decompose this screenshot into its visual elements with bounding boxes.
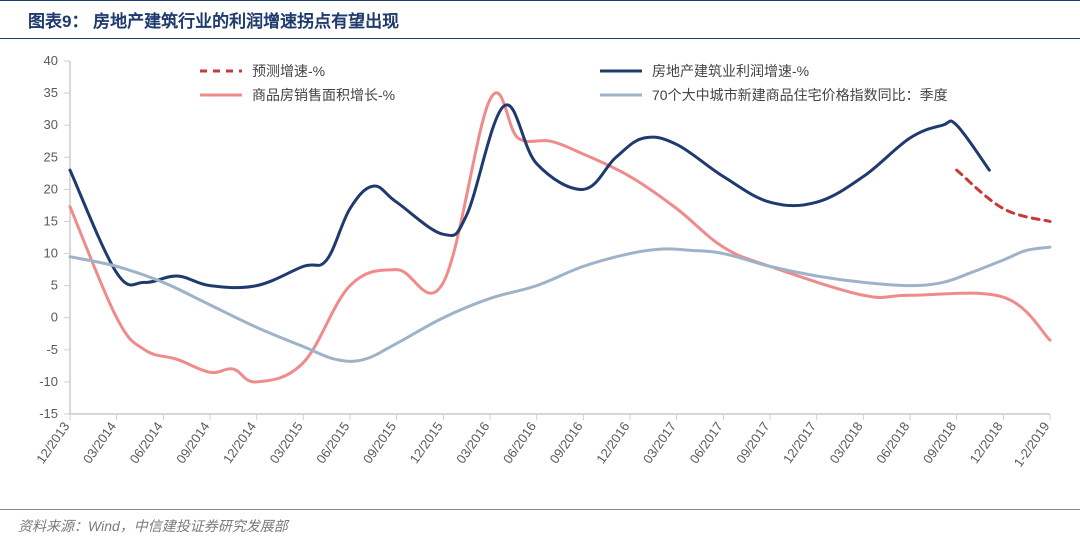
legend-label: 预测增速-%	[252, 63, 325, 79]
svg-text:-10: -10	[39, 374, 58, 389]
svg-text:25: 25	[44, 149, 58, 164]
svg-text:20: 20	[44, 181, 58, 196]
legend-label: 商品房销售面积增长-%	[252, 87, 395, 103]
legend-label: 房地产建筑业利润增速-%	[652, 63, 809, 79]
svg-text:-5: -5	[46, 342, 58, 357]
svg-text:0: 0	[51, 310, 58, 325]
svg-text:10: 10	[44, 246, 58, 261]
chart-source: 资料来源：Wind，中信建投证券研究发展部	[0, 509, 1080, 536]
svg-text:-15: -15	[39, 406, 58, 421]
svg-text:5: 5	[51, 278, 58, 293]
svg-text:30: 30	[44, 117, 58, 132]
chart-container: -15-10-5051015202530354012/201303/201406…	[0, 39, 1080, 509]
chart-title-bar: 图表9： 房地产建筑行业的利润增速拐点有望出现	[0, 0, 1080, 39]
line-chart: -15-10-5051015202530354012/201303/201406…	[0, 39, 1080, 509]
svg-text:40: 40	[44, 53, 58, 68]
chart-title: 图表9： 房地产建筑行业的利润增速拐点有望出现	[0, 7, 399, 32]
svg-text:35: 35	[44, 85, 58, 100]
legend-label: 70个大中城市新建商品住宅价格指数同比：季度	[652, 87, 948, 103]
svg-text:15: 15	[44, 213, 58, 228]
